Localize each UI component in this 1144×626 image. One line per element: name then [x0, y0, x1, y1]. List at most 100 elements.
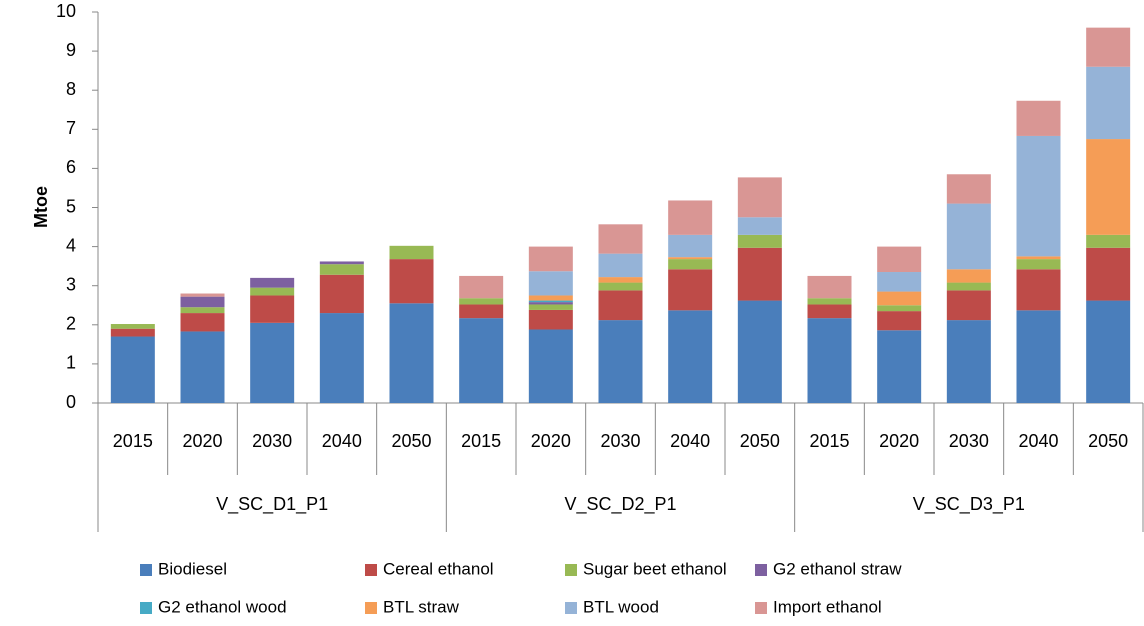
x-tick-label: 2040 — [1018, 431, 1058, 451]
legend-label: Import ethanol — [773, 597, 882, 616]
legend-swatch — [755, 564, 767, 576]
bar-segment — [459, 304, 504, 319]
x-tick-label: 2015 — [461, 431, 501, 451]
bar-segment — [877, 311, 922, 331]
bar-segment — [528, 304, 573, 310]
y-axis-label: Mtoe — [31, 186, 51, 228]
bar-segment — [250, 295, 295, 323]
bar-segment — [1086, 66, 1131, 140]
legend-label: BTL straw — [383, 597, 460, 616]
group-label: V_SC_D2_P1 — [564, 494, 676, 515]
bar-segment — [946, 290, 991, 321]
x-tick-label: 2030 — [252, 431, 292, 451]
legend-swatch — [365, 602, 377, 614]
y-tick-label: 8 — [66, 79, 76, 99]
bar-segment — [1086, 234, 1131, 248]
bar-segment — [737, 177, 782, 218]
bar-segment — [1016, 310, 1061, 403]
bar-segment — [389, 259, 434, 304]
bar-segment — [319, 274, 364, 314]
bar-segment — [877, 330, 922, 403]
legend-swatch — [755, 602, 767, 614]
bar-segment — [389, 303, 434, 403]
bar-segment — [528, 329, 573, 403]
bar-segment — [946, 269, 991, 283]
x-tick-label: 2020 — [879, 431, 919, 451]
bar-segment — [459, 298, 504, 305]
bar-segment — [459, 275, 504, 299]
x-tick-label: 2040 — [670, 431, 710, 451]
bar-segment — [807, 298, 852, 305]
bar-segment — [807, 304, 852, 319]
y-tick-label: 3 — [66, 274, 76, 294]
bar-segment — [250, 287, 295, 296]
bar-segment — [528, 300, 573, 303]
legend-swatch — [565, 602, 577, 614]
bar-segment — [459, 318, 504, 403]
bar-segment — [668, 200, 713, 235]
bar-segment — [528, 309, 573, 330]
x-tick-label: 2015 — [809, 431, 849, 451]
y-tick-label: 4 — [66, 235, 76, 255]
bar-segment — [1016, 256, 1061, 260]
bar-segment — [598, 320, 643, 403]
bar-segment — [1016, 100, 1061, 136]
bar-segment — [737, 247, 782, 301]
bar-segment — [180, 293, 225, 297]
bar-segment — [946, 320, 991, 403]
bar-segment — [180, 313, 225, 332]
legend-swatch — [140, 564, 152, 576]
bar-segment — [528, 302, 573, 305]
y-tick-label: 0 — [66, 392, 76, 412]
bar-segment — [737, 300, 782, 403]
bar-segment — [668, 259, 713, 270]
bar-segment — [1016, 269, 1061, 311]
y-tick-label: 2 — [66, 314, 76, 334]
bar-segment — [180, 307, 225, 314]
legend-label: Cereal ethanol — [383, 559, 494, 578]
y-tick-label: 9 — [66, 40, 76, 60]
bar-segment — [250, 322, 295, 403]
bar-segment — [250, 277, 295, 288]
bar-segment — [528, 271, 573, 296]
bar-segment — [1086, 139, 1131, 235]
x-tick-label: 2015 — [113, 431, 153, 451]
bar-segment — [389, 245, 434, 260]
bar-segment — [110, 328, 155, 337]
x-tick-label: 2020 — [182, 431, 222, 451]
bar-segment — [598, 282, 643, 291]
legend-label: Biodiesel — [158, 559, 227, 578]
bar-segment — [1086, 300, 1131, 403]
bar-segment — [807, 318, 852, 403]
bar-segment — [737, 234, 782, 248]
legend-swatch — [140, 602, 152, 614]
bar-segment — [946, 203, 991, 270]
y-tick-label: 7 — [66, 118, 76, 138]
bar-segment — [877, 305, 922, 312]
bar-segment — [946, 282, 991, 291]
legend-label: BTL wood — [583, 597, 659, 616]
legend-label: Sugar beet ethanol — [583, 559, 727, 578]
legend-swatch — [565, 564, 577, 576]
bar-segment — [668, 310, 713, 403]
bar-segment — [180, 296, 225, 308]
bar-segment — [1016, 135, 1061, 257]
group-label: V_SC_D1_P1 — [216, 494, 328, 515]
bar-segment — [877, 272, 922, 292]
bar-segment — [598, 290, 643, 321]
bar-segment — [946, 174, 991, 204]
bar-segment — [319, 313, 364, 403]
x-tick-label: 2020 — [531, 431, 571, 451]
bar-segment — [668, 257, 713, 260]
bar-segment — [319, 261, 364, 265]
legend-label: G2 ethanol wood — [158, 597, 287, 616]
bar-segment — [598, 224, 643, 254]
bar-segment — [668, 234, 713, 258]
y-tick-label: 1 — [66, 353, 76, 373]
bar-segment — [110, 324, 155, 329]
bar-segment — [877, 246, 922, 273]
legend-label: G2 ethanol straw — [773, 559, 902, 578]
y-tick-label: 5 — [66, 196, 76, 216]
y-tick-label: 6 — [66, 157, 76, 177]
